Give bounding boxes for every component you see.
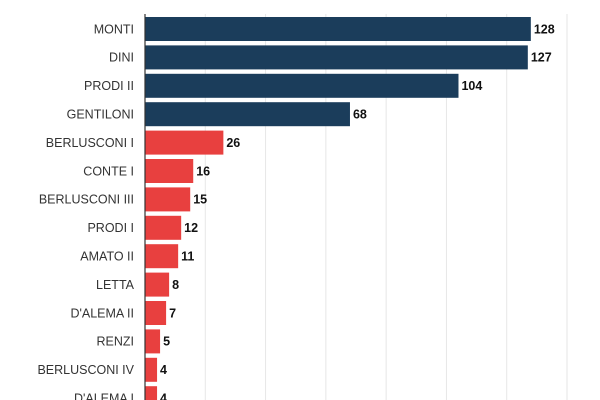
bar — [145, 301, 167, 325]
bar — [145, 17, 531, 41]
y-tick-label: BERLUSCONI III — [39, 193, 134, 207]
y-tick-label: LETTA — [96, 278, 135, 292]
bar — [145, 102, 350, 127]
value-label: 11 — [181, 249, 194, 263]
bar — [145, 73, 459, 98]
bar — [145, 215, 182, 240]
bar — [145, 130, 224, 155]
value-label: 26 — [226, 136, 240, 150]
value-label: 68 — [353, 107, 367, 121]
value-label: 12 — [184, 221, 198, 235]
bar — [145, 244, 179, 269]
y-tick-label: RENZI — [97, 335, 135, 349]
value-label: 4 — [160, 363, 167, 377]
value-label: 16 — [196, 164, 210, 178]
y-tick-label: GENTILONI — [67, 107, 134, 121]
bar — [145, 357, 158, 382]
value-label: 7 — [169, 306, 176, 320]
value-label: 127 — [531, 51, 552, 65]
y-tick-label: PRODI I — [87, 221, 134, 235]
y-tick-label: MONTI — [94, 22, 134, 36]
value-label: 4 — [160, 391, 167, 400]
y-tick-label: DINI — [109, 51, 134, 65]
value-label: 8 — [172, 278, 179, 292]
y-tick-label: BERLUSCONI IV — [37, 363, 134, 377]
bar — [145, 386, 158, 400]
bar — [145, 45, 528, 70]
y-tick-label: D'ALEMA II — [70, 306, 134, 320]
value-label: 104 — [461, 79, 482, 93]
bar — [145, 159, 194, 183]
bar — [145, 329, 161, 354]
bar — [145, 187, 191, 212]
y-tick-label: BERLUSCONI I — [46, 136, 134, 150]
value-label: 128 — [534, 22, 555, 36]
y-tick-label: D'ALEMA I — [74, 391, 134, 400]
y-tick-label: CONTE I — [83, 164, 134, 178]
y-tick-label: AMATO II — [80, 249, 134, 263]
value-label: 15 — [193, 193, 207, 207]
bar — [145, 272, 170, 297]
value-label: 5 — [163, 335, 170, 349]
y-tick-label: PRODI II — [84, 79, 134, 93]
